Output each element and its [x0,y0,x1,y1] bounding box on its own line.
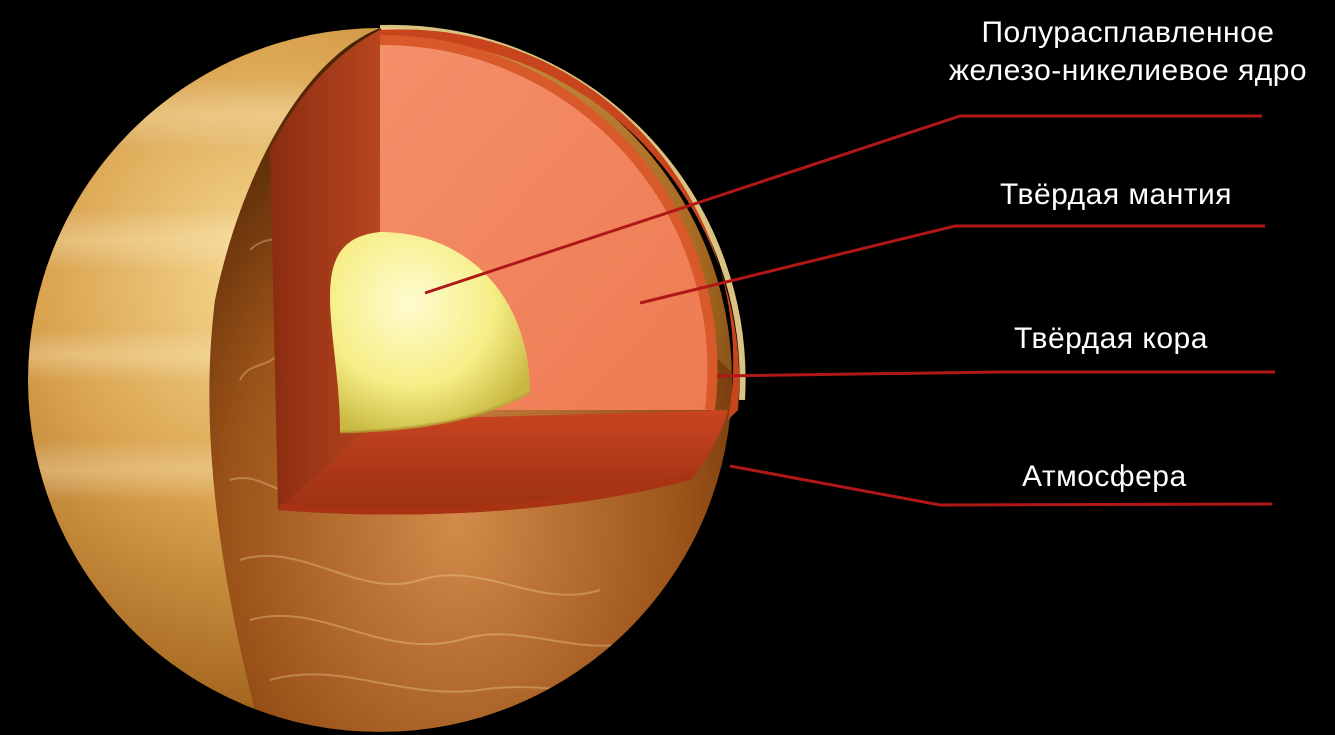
label-crust: Твёрдая кора [1014,322,1208,355]
mantle-outer-edge [379,34,718,411]
leader-lines [424,114,1275,507]
leader-line-crust [716,370,1275,378]
core-rim [339,390,531,434]
label-core-line1: Полурасплавленное [981,16,1275,49]
leader-line-core [424,114,1262,295]
label-core: Полурасплавленное железо-никелиевое ядро [930,14,1326,90]
core-hemisphere [330,232,530,432]
crust-edge-floor [278,470,700,515]
leader-line-mantle [639,224,1265,305]
leader-line-atmosphere [729,464,1273,507]
mantle-floor [278,410,728,515]
label-mantle: Твёрдая мантия [1000,178,1233,211]
label-atmosphere: Атмосфера [1022,460,1187,493]
label-core-line2: железо-никелиевое ядро [948,54,1308,87]
